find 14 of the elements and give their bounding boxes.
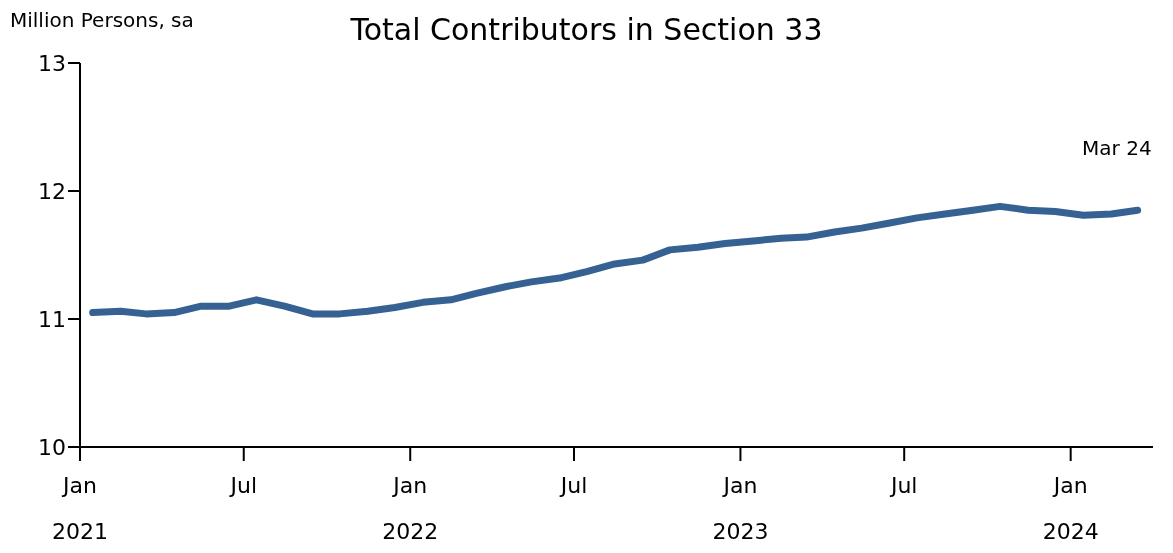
y-tick-label: 10	[38, 434, 66, 460]
y-axis-title: Million Persons, sa	[10, 8, 194, 32]
x-tick-label: Jan 2021	[52, 473, 108, 544]
x-tick-label: Jul	[888, 473, 918, 498]
y-tick-label: 13	[38, 50, 66, 76]
x-tick-label: Jan 2024	[1042, 473, 1099, 544]
chart-title: Total Contributors in Section 33	[350, 12, 823, 47]
y-tick-label: 11	[38, 306, 66, 332]
y-tick-label: 12	[38, 178, 66, 204]
x-tick-label: Jan 2023	[712, 473, 769, 544]
annotation: Mar 24	[1082, 136, 1152, 161]
x-tick-label: Jul	[228, 473, 258, 498]
x-tick-label: Jan 2022	[382, 473, 439, 544]
x-tick-label: Jul	[558, 473, 588, 498]
